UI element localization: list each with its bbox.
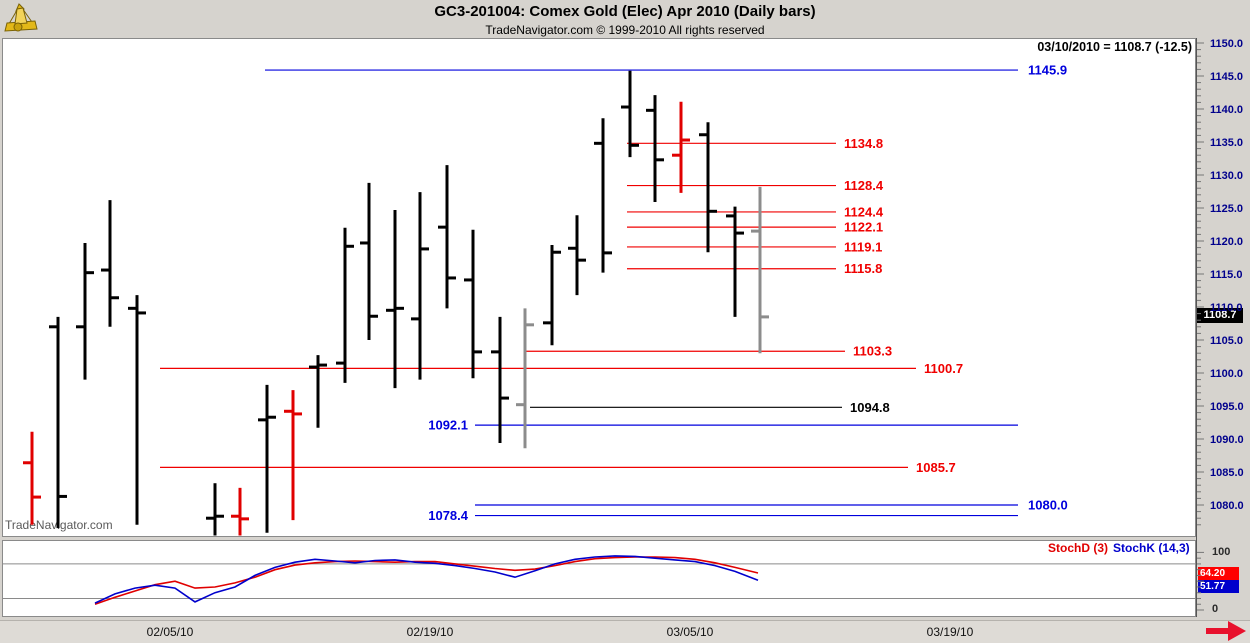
price-axis-label: 1115.0 [1210, 269, 1242, 281]
sextant-logo-icon [4, 3, 38, 32]
price-bar [336, 227, 354, 383]
stochk-series-label: StochK (14,3) [1113, 541, 1190, 555]
price-axis-label: 1130.0 [1210, 170, 1243, 182]
price-bar [621, 70, 639, 158]
price-bar [284, 390, 302, 521]
price-bar [438, 165, 456, 309]
stochk-value-badge: 51.77 [1198, 580, 1239, 593]
price-bar [309, 355, 327, 428]
price-bar [594, 118, 612, 273]
level-label: 1115.8 [844, 261, 882, 276]
date-axis-band [0, 620, 1250, 643]
price-axis-gutter [1196, 38, 1250, 617]
price-bar [23, 431, 41, 525]
price-bar [206, 483, 224, 536]
level-label: 1128.4 [844, 178, 884, 193]
last-price-badge: 1108.7 [1197, 308, 1243, 323]
price-bar [672, 101, 690, 193]
price-bar [360, 182, 378, 340]
price-bar [386, 209, 404, 389]
price-axis-label: 1100.0 [1210, 368, 1243, 380]
stoch-axis-100: 100 [1212, 546, 1231, 558]
price-axis-label: 1080.0 [1210, 500, 1244, 512]
chart-title: GC3-201004: Comex Gold (Elec) Apr 2010 (… [434, 3, 816, 20]
x-axis-date-label: 02/05/10 [146, 625, 194, 639]
price-bar [568, 215, 586, 296]
title-band [0, 0, 1250, 38]
price-bar [699, 122, 717, 253]
price-bar [543, 244, 561, 346]
price-axis-label: 1095.0 [1210, 401, 1244, 413]
price-axis-label: 1110.0 [1210, 302, 1242, 314]
price-bar [101, 200, 119, 327]
price-bar [128, 295, 146, 525]
cursor-date-price-readout: 03/10/2010 = 1108.7 (-12.5) [1037, 40, 1192, 54]
level-label: 1080.0 [1028, 498, 1068, 513]
level-label: 1119.1 [844, 239, 882, 254]
price-axis-label: 1090.0 [1210, 434, 1244, 446]
price-axis-label: 1135.0 [1210, 137, 1243, 149]
price-bar [49, 316, 67, 529]
level-label: 1078.4 [428, 508, 469, 523]
price-axis-label: 1140.0 [1210, 104, 1243, 116]
sextant-logo-shape [13, 22, 23, 32]
chart-subtitle: TradeNavigator.com © 1999-2010 All right… [485, 23, 765, 37]
price-axis-label: 1150.0 [1210, 38, 1243, 50]
price-bar [231, 487, 249, 536]
price-chart-panel[interactable] [2, 38, 1196, 537]
price-bar [464, 229, 482, 379]
price-axis-label: 1120.0 [1210, 236, 1243, 248]
stoch-axis-0: 0 [1212, 603, 1219, 615]
stochd-value-badge: 64.20 [1198, 567, 1239, 580]
price-bar [411, 192, 429, 380]
level-label: 1145.9 [1028, 63, 1067, 78]
stochk-line [94, 555, 759, 604]
level-label: 1122.1 [844, 220, 883, 235]
price-bar [751, 186, 769, 354]
scroll-right-arrow[interactable] [1206, 621, 1246, 641]
level-label: 1092.1 [428, 418, 468, 433]
price-bar [76, 242, 94, 380]
price-bar [491, 316, 509, 443]
price-axis-label: 1125.0 [1210, 203, 1243, 215]
price-bar [726, 206, 744, 317]
x-axis-date-label: 02/19/10 [406, 625, 454, 639]
x-axis-date-label: 03/19/10 [926, 625, 974, 639]
x-axis-date-label: 03/05/10 [666, 625, 714, 639]
price-bar [646, 95, 664, 203]
level-label: 1085.7 [916, 460, 956, 475]
price-bar [516, 308, 534, 449]
price-axis-label: 1145.0 [1210, 71, 1243, 83]
level-label: 1100.7 [924, 361, 963, 376]
level-label: 1103.3 [853, 344, 892, 359]
level-label: 1124.4 [844, 204, 884, 219]
level-label: 1134.8 [844, 136, 883, 151]
stochd-series-label: StochD (3) [1048, 541, 1108, 555]
price-axis-label: 1105.0 [1210, 335, 1243, 347]
sextant-logo-shape [14, 7, 28, 25]
price-axis-label: 1085.0 [1210, 467, 1244, 479]
stochastic-panel[interactable] [2, 540, 1196, 617]
level-label: 1094.8 [850, 400, 890, 415]
price-bar [258, 384, 276, 533]
